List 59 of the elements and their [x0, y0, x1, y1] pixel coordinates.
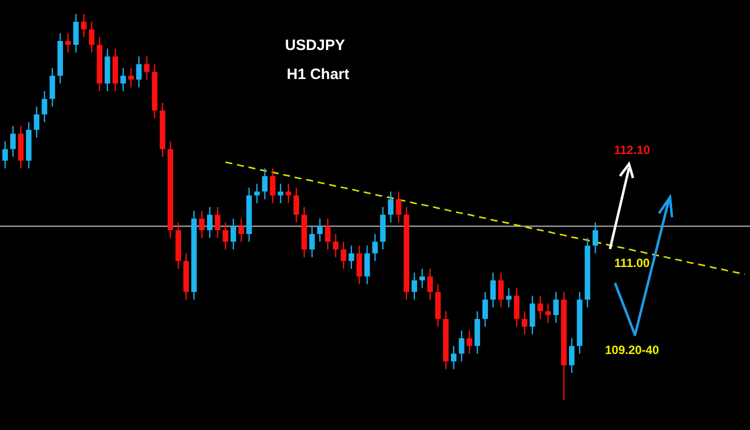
candlestick — [498, 272, 504, 308]
text: H1 Chart — [286, 66, 350, 83]
annotation: 112.10 — [614, 143, 650, 157]
candlestick — [73, 13, 79, 54]
candlestick — [238, 218, 244, 242]
candlestick — [356, 245, 362, 285]
candlestick — [50, 67, 56, 108]
candlestick — [222, 222, 228, 250]
candlestick — [317, 218, 323, 242]
candlestick — [490, 272, 496, 308]
candlestick — [325, 218, 331, 250]
candlestick — [450, 345, 456, 370]
candlestick — [568, 338, 574, 374]
candlestick — [396, 190, 402, 224]
candlestick — [506, 287, 512, 308]
candlestick — [42, 90, 48, 123]
candlestick — [206, 206, 212, 238]
candlestick — [553, 291, 559, 324]
candlestick — [294, 187, 300, 224]
candlestick — [144, 56, 150, 80]
candlestick — [309, 226, 315, 258]
candlestick — [88, 21, 94, 54]
text: USDJPY — [284, 37, 346, 54]
candlestick — [538, 295, 544, 320]
candlestick — [2, 140, 8, 169]
candlestick — [81, 13, 87, 38]
candlestick — [199, 210, 205, 238]
candlestick — [340, 241, 346, 270]
candlestick — [254, 183, 260, 204]
candlestick — [388, 190, 394, 224]
candlestick — [530, 295, 536, 335]
candlestick — [270, 168, 276, 204]
annotation: 109.20-40 — [604, 343, 660, 357]
candlestick — [372, 233, 378, 262]
candlestick — [120, 67, 126, 92]
candlestick — [136, 56, 142, 88]
annotation: 111.00 — [614, 256, 650, 270]
candlestick — [545, 302, 551, 324]
candlestick — [412, 272, 418, 300]
candlestick — [214, 206, 220, 238]
candlestick — [482, 291, 488, 328]
candlestick — [522, 310, 528, 335]
candlestick — [286, 183, 292, 204]
candlestick — [364, 245, 370, 285]
candlestick — [332, 233, 338, 258]
candlestick — [348, 245, 354, 270]
candlestick — [34, 106, 40, 138]
candlestick — [592, 222, 598, 254]
candlestick — [278, 183, 284, 204]
candlestick — [458, 330, 464, 362]
candlestick — [419, 268, 425, 289]
candlestick — [128, 67, 134, 88]
candlestick — [230, 218, 236, 250]
candlestick — [65, 32, 71, 54]
candlestick — [427, 268, 433, 300]
candlestick — [514, 287, 520, 328]
candlestick — [10, 125, 16, 158]
candlestick — [466, 330, 472, 354]
candlestick — [262, 168, 268, 200]
